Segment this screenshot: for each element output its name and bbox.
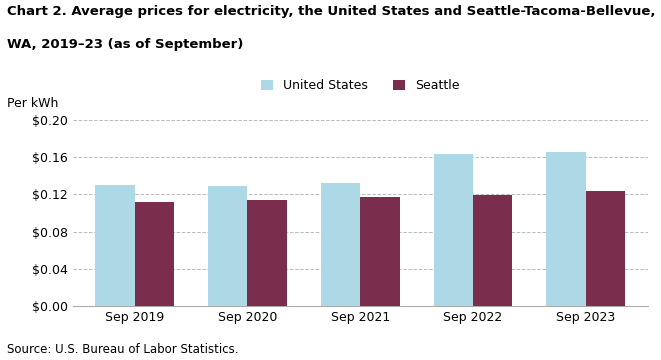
Text: WA, 2019–23 (as of September): WA, 2019–23 (as of September) — [7, 38, 243, 51]
Text: Source: U.S. Bureau of Labor Statistics.: Source: U.S. Bureau of Labor Statistics. — [7, 343, 238, 356]
Bar — [135, 202, 175, 306]
Bar — [473, 195, 512, 306]
Bar — [360, 197, 400, 306]
Bar — [208, 186, 247, 306]
Bar — [321, 183, 360, 306]
Bar — [586, 190, 625, 306]
Bar — [546, 152, 586, 306]
Text: Per kWh: Per kWh — [7, 97, 58, 110]
Bar — [247, 200, 287, 306]
Text: Chart 2. Average prices for electricity, the United States and Seattle-Tacoma-Be: Chart 2. Average prices for electricity,… — [7, 5, 655, 18]
Bar — [95, 185, 135, 306]
Bar — [434, 154, 473, 306]
Legend: United States, Seattle: United States, Seattle — [260, 80, 460, 93]
